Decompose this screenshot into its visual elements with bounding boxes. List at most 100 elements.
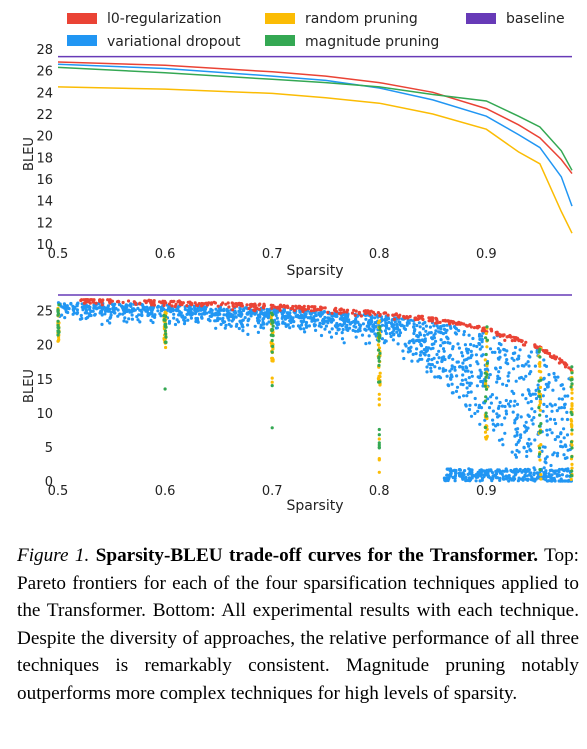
point-vd <box>411 352 415 356</box>
point-l0 <box>427 319 431 323</box>
top-y-tick-24: 24 <box>36 86 53 101</box>
point-vd <box>504 467 508 471</box>
point-vd <box>497 438 502 442</box>
point-vd <box>372 327 376 331</box>
point-vd <box>274 321 278 325</box>
point-vd <box>454 389 459 393</box>
point-vd <box>241 329 245 333</box>
point-random <box>377 470 381 474</box>
point-vd <box>127 308 131 312</box>
point-vd <box>501 469 505 473</box>
point-vd <box>183 319 187 323</box>
point-vd <box>548 402 552 406</box>
point-vd <box>454 469 458 473</box>
point-vd <box>231 317 236 321</box>
point-l0 <box>364 311 368 316</box>
point-vd <box>454 327 459 331</box>
point-l0 <box>376 311 380 315</box>
point-vd <box>498 349 502 353</box>
point-vd <box>410 359 414 363</box>
point-magnitude <box>570 382 574 386</box>
point-vd <box>504 398 508 403</box>
point-vd <box>475 384 479 388</box>
point-magnitude <box>570 455 574 459</box>
point-l0 <box>121 300 125 305</box>
point-vd <box>522 445 526 449</box>
point-vd <box>281 320 285 324</box>
point-vd <box>323 327 327 331</box>
point-l0 <box>386 313 390 317</box>
point-l0 <box>219 303 223 307</box>
point-vd <box>529 442 533 446</box>
point-magnitude <box>569 473 573 477</box>
top-series-lines <box>57 55 573 234</box>
point-vd <box>466 390 470 395</box>
point-vd <box>256 321 261 325</box>
point-vd <box>138 320 142 324</box>
point-l0 <box>110 299 114 303</box>
all-results-scatter-chart: 0 5 10 15 20 25 0.5 0.6 0.7 0.8 0.9 BLEU Sparsity <box>22 294 574 514</box>
point-vd <box>468 468 472 472</box>
point-vd <box>125 304 129 308</box>
point-vd <box>177 313 181 317</box>
point-vd <box>89 309 93 313</box>
point-vd <box>246 323 250 327</box>
line-vd <box>57 63 573 207</box>
point-l0 <box>285 304 289 309</box>
point-vd <box>537 454 541 459</box>
point-vd <box>203 309 207 313</box>
point-vd <box>151 320 155 325</box>
point-vd <box>544 461 548 465</box>
point-vd <box>159 309 164 313</box>
point-vd <box>461 373 465 377</box>
point-vd <box>494 424 498 428</box>
point-l0 <box>472 326 476 330</box>
point-vd <box>380 337 384 341</box>
point-magnitude <box>485 338 489 342</box>
point-vd <box>289 320 293 325</box>
point-random <box>57 337 61 341</box>
point-l0 <box>366 309 370 313</box>
point-magnitude <box>538 452 542 456</box>
point-magnitude <box>377 359 381 363</box>
point-vd <box>460 351 464 355</box>
point-vd <box>545 433 549 437</box>
point-vd <box>345 323 349 327</box>
point-vd <box>327 318 331 323</box>
top-x-tick-0.5: 0.5 <box>48 247 69 262</box>
point-magnitude <box>485 361 489 365</box>
point-vd <box>127 317 131 321</box>
point-magnitude <box>377 433 381 437</box>
point-l0 <box>503 338 507 342</box>
point-vd <box>513 399 517 403</box>
point-vd <box>513 469 518 473</box>
point-vd <box>556 435 561 439</box>
point-l0 <box>448 322 452 326</box>
point-vd <box>544 382 548 386</box>
point-vd <box>534 396 539 401</box>
point-vd <box>302 315 306 319</box>
point-vd <box>554 378 558 382</box>
point-vd <box>334 331 338 335</box>
point-vd <box>485 367 489 371</box>
point-magnitude <box>538 413 542 417</box>
point-vd <box>408 339 412 343</box>
point-vd <box>525 474 529 478</box>
point-vd <box>515 430 519 434</box>
point-l0 <box>90 298 94 302</box>
point-vd <box>222 313 226 317</box>
point-vd <box>469 381 473 385</box>
point-vd <box>367 319 371 323</box>
point-l0 <box>80 298 84 302</box>
point-l0 <box>306 304 310 309</box>
point-l0 <box>253 303 257 308</box>
point-vd <box>318 321 322 325</box>
point-vd <box>444 476 449 481</box>
point-vd <box>420 350 424 354</box>
point-vd <box>224 323 228 327</box>
point-vd <box>438 325 443 329</box>
point-vd <box>275 316 279 320</box>
point-l0 <box>278 308 282 312</box>
point-vd <box>478 422 482 426</box>
point-vd <box>529 399 533 404</box>
